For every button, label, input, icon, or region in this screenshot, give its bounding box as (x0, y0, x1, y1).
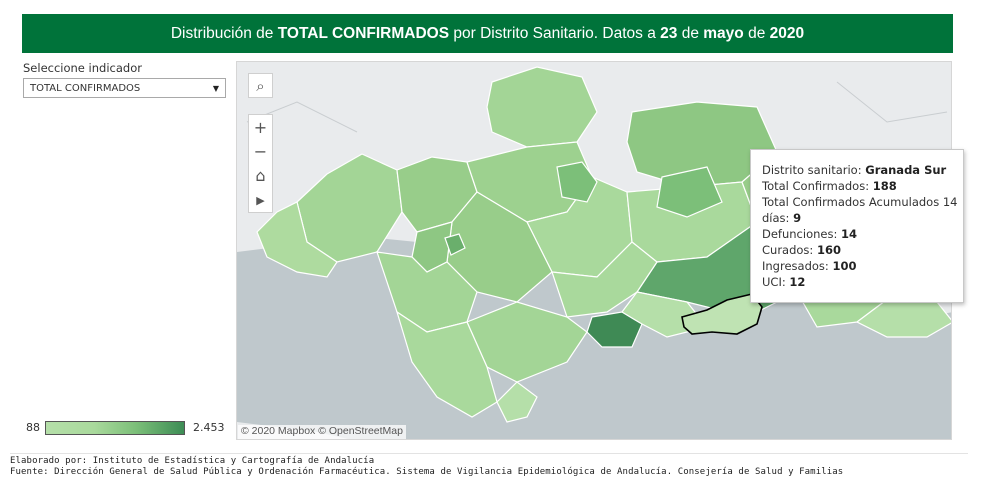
indicator-value: TOTAL CONFIRMADOS (30, 82, 141, 94)
zoom-out-button[interactable]: − (249, 139, 272, 163)
district-malaga-costa (466, 301, 588, 383)
district-malaga-norte (551, 241, 658, 318)
caret-down-icon: ▼ (212, 83, 219, 93)
title-day: 23 (660, 24, 678, 42)
search-icon: ⌕ (256, 76, 265, 95)
footer-credit: Elaborado por: Instituto de Estadística … (10, 456, 375, 466)
dashboard-title: Distribución de TOTAL CONFIRMADOS por Di… (22, 14, 953, 53)
play-icon: ▶ (256, 193, 265, 207)
legend-min: 88 (26, 421, 40, 434)
district-huelva-costa (256, 201, 338, 278)
tooltip-recovered: Curados: 160 (762, 243, 841, 257)
district-cadiz-sur (496, 381, 538, 423)
legend-max: 2.453 (193, 421, 225, 434)
plus-icon: + (253, 117, 268, 137)
home-icon: ⌂ (255, 165, 266, 185)
reset-view-button[interactable]: ⌂ (249, 163, 272, 187)
title-year: 2020 (769, 24, 805, 42)
map-zoom-controls: + − ⌂ ▶ (248, 114, 273, 213)
footer: Elaborado por: Instituto de Estadística … (10, 456, 843, 477)
title-indicator: TOTAL CONFIRMADOS (277, 24, 450, 42)
footer-source: Fuente: Dirección General de Salud Públi… (10, 466, 844, 477)
district-tooltip: Distrito sanitario: Granada Sur Total Co… (750, 149, 964, 303)
tooltip-accumulated: Total Confirmados Acumulados 14 (762, 195, 958, 209)
tooltip-deaths: Defunciones: 14 (762, 227, 858, 241)
tooltip-confirmed: Total Confirmados: 188 (762, 179, 897, 193)
district-granada-sur-selected (681, 293, 763, 335)
district-jaen-centro (656, 166, 723, 218)
title-prefix: Distribución de (170, 24, 274, 42)
district-cordoba-capital (556, 161, 598, 203)
map-search-button[interactable]: ⌕ (248, 73, 273, 98)
title-month: mayo (703, 24, 744, 42)
district-cordoba-norte (486, 66, 598, 148)
tooltip-hospitalized: Ingresados: 100 (762, 259, 857, 273)
footer-divider (10, 453, 968, 454)
tooltip-icu: UCI: 12 (762, 275, 806, 289)
title-mid: por Distrito Sanitario. Datos a (453, 24, 656, 42)
indicator-label: Seleccione indicador (23, 61, 142, 75)
district-sevilla-ciudad (444, 233, 466, 256)
indicator-dropdown[interactable]: TOTAL CONFIRMADOS ▼ (23, 78, 226, 98)
minus-icon: − (253, 141, 268, 161)
legend-color-scale (45, 421, 185, 435)
zoom-in-button[interactable]: + (249, 115, 272, 139)
map-attribution[interactable]: © 2020 Mapbox © OpenStreetMap (238, 425, 406, 439)
pan-mode-button[interactable]: ▶ (249, 188, 272, 212)
tooltip-district: Distrito sanitario: Granada Sur (762, 163, 947, 177)
